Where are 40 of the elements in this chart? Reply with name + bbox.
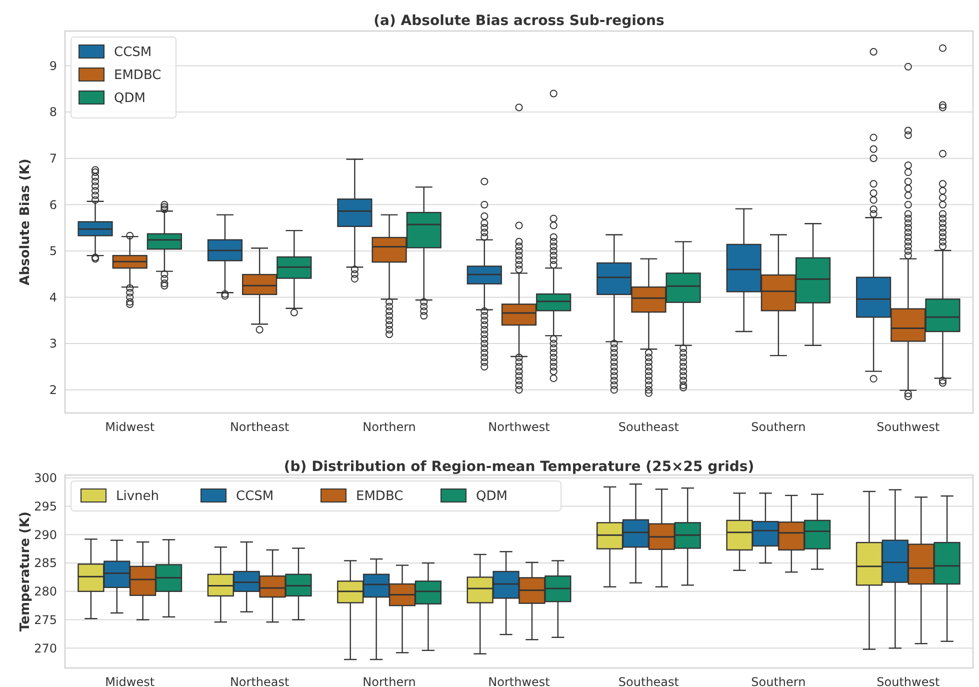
x-tick-label: Northwest — [488, 675, 550, 687]
y-tick-label: 3 — [49, 336, 57, 351]
x-tick-label: Southwest — [876, 420, 940, 434]
y-tick-label: 300 — [34, 471, 57, 486]
x-tick-label: Northwest — [488, 420, 550, 434]
x-tick-label: Midwest — [105, 420, 155, 434]
y-tick-label: 290 — [34, 528, 57, 542]
x-tick-label: Southeast — [618, 420, 680, 434]
x-tick-label: Northeast — [230, 675, 290, 687]
y-tick-label: 6 — [49, 198, 57, 212]
x-tick-label: Southern — [751, 420, 806, 434]
x-tick-label: Northern — [362, 420, 416, 434]
x-tick-label: Northeast — [230, 420, 290, 434]
y-tick-label: 4 — [49, 290, 57, 304]
y-tick-label: 285 — [34, 556, 57, 570]
y-axis-title: Temperature (K) — [18, 512, 33, 632]
y-tick-label: 275 — [34, 612, 57, 627]
x-tick-label: Midwest — [105, 675, 155, 687]
y-axis-title: Absolute Bias (K) — [18, 158, 33, 286]
legend-label: EMDBC — [114, 68, 162, 83]
y-tick-label: 9 — [49, 58, 57, 73]
x-tick-label: Southwest — [876, 675, 940, 687]
y-tick-label: 7 — [49, 152, 57, 166]
y-tick-label: 8 — [49, 105, 57, 120]
y-tick-label: 2 — [49, 383, 57, 398]
x-tick-label: Northern — [362, 675, 416, 687]
y-tick-label: 270 — [34, 641, 57, 656]
y-tick-label: 5 — [49, 244, 57, 258]
legend-label: CCSM — [114, 45, 152, 60]
y-tick-label: 280 — [34, 584, 57, 599]
chart-title: (b) Distribution of Region-mean Temperature (25×25 grids) — [284, 459, 754, 475]
legend-label: QDM — [114, 91, 146, 106]
legend-label: Livneh — [116, 489, 160, 504]
legend-label: QDM — [476, 489, 508, 504]
x-tick-label: Southern — [751, 675, 806, 687]
legend-label: CCSM — [236, 489, 274, 504]
chart-title: (a) Absolute Bias across Sub-regions — [374, 13, 664, 29]
x-tick-label: Southeast — [618, 675, 680, 687]
y-tick-label: 295 — [34, 499, 57, 514]
legend-label: EMDBC — [356, 489, 404, 504]
